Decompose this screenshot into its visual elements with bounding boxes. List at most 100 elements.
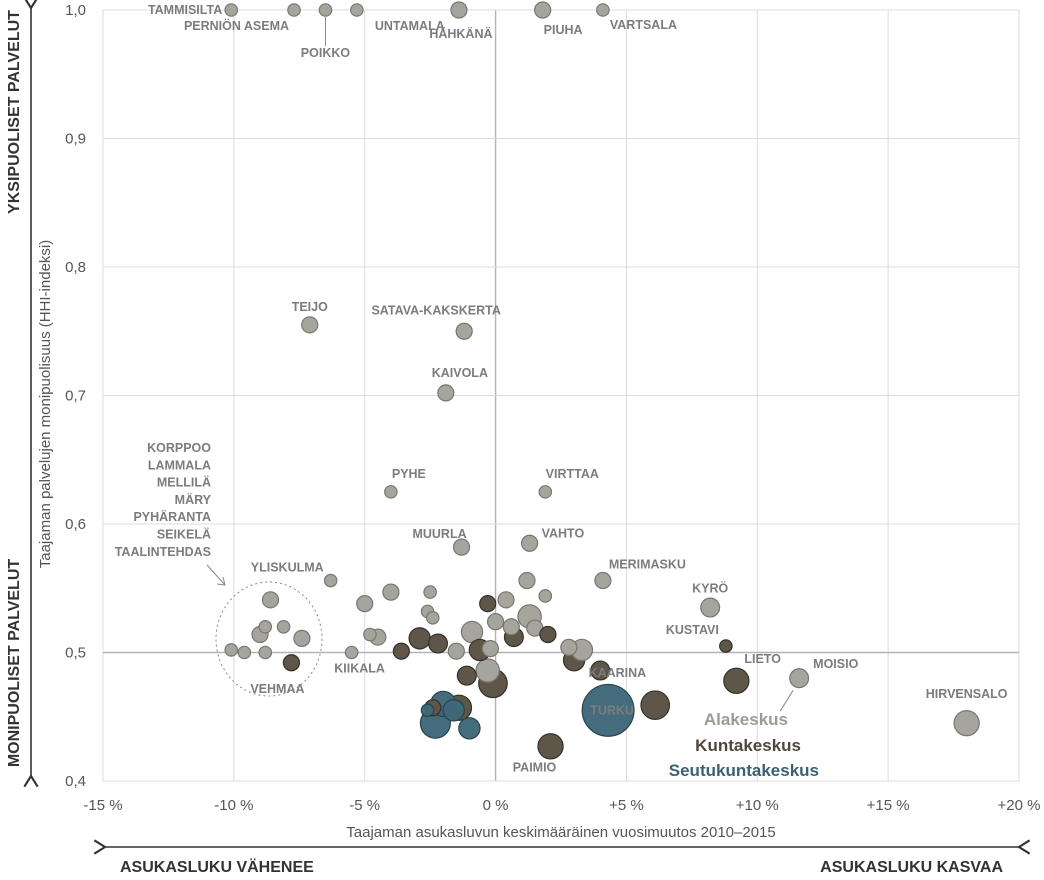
data-point bbox=[539, 625, 557, 644]
data-point bbox=[282, 654, 301, 672]
point-label: MUURLA bbox=[412, 527, 466, 541]
point-label: MERIMASKU bbox=[609, 558, 686, 572]
data-point bbox=[475, 658, 500, 683]
point-label: VIRTTAA bbox=[546, 467, 599, 481]
cluster-label: SEIKELÄ bbox=[157, 527, 211, 542]
data-point bbox=[442, 699, 465, 722]
y-tick-label: 0,8 bbox=[65, 259, 86, 276]
data-point bbox=[363, 627, 377, 642]
point-label: UNTAMALA bbox=[375, 19, 445, 33]
data-point bbox=[224, 643, 239, 657]
point-label: PERNIÖN ASEMA bbox=[184, 18, 289, 33]
cluster-leader bbox=[206, 564, 226, 586]
data-point bbox=[437, 384, 455, 402]
point-label: KAARINA bbox=[589, 666, 647, 680]
cluster-label: MELLILÄ bbox=[157, 475, 211, 490]
legend-seutukuntakeskus: Seutukuntakeskus bbox=[669, 761, 819, 780]
data-point bbox=[261, 591, 280, 609]
data-point bbox=[447, 642, 465, 660]
point-label: PAIMIO bbox=[513, 760, 557, 774]
data-point bbox=[640, 690, 671, 721]
data-point bbox=[700, 597, 721, 618]
data-point bbox=[534, 1, 552, 19]
cluster-label: KORPPOO bbox=[147, 441, 211, 455]
data-point bbox=[594, 571, 612, 590]
y-tick-label: 0,7 bbox=[65, 388, 86, 405]
x-tick-label: +5 % bbox=[609, 797, 644, 814]
data-point bbox=[427, 633, 449, 654]
cluster-ellipse bbox=[215, 581, 323, 697]
x-tick-label: +20 % bbox=[998, 797, 1041, 814]
cluster-label: TAALINTEHDAS bbox=[115, 545, 211, 559]
data-point bbox=[392, 642, 410, 660]
point-label: TAMMISILTA bbox=[148, 3, 222, 17]
y-tick-label: 1,0 bbox=[65, 2, 86, 19]
cluster-arrowhead bbox=[216, 576, 226, 586]
data-point bbox=[452, 538, 471, 556]
annotations: KORPPOO LAMMALA MELLILÄ MÄRY PYHÄRANTA SEIKEL… bbox=[23, 0, 1031, 855]
data-point bbox=[276, 619, 291, 634]
data-point bbox=[344, 645, 359, 660]
y-tick-label: 0,6 bbox=[65, 516, 86, 533]
data-point bbox=[420, 703, 435, 718]
data-point bbox=[486, 613, 505, 631]
x-tick-label: +10 % bbox=[736, 797, 779, 814]
legend-alakeskus: Alakeskus bbox=[704, 710, 788, 729]
data-point bbox=[423, 585, 437, 599]
x-tick-label: -10 % bbox=[214, 797, 253, 814]
point-label: HIRVENSALO bbox=[926, 687, 1008, 701]
data-point bbox=[356, 595, 374, 613]
y-tick-label: 0,9 bbox=[65, 131, 86, 148]
data-point bbox=[258, 619, 273, 634]
data-point bbox=[502, 618, 520, 636]
data-points bbox=[224, 1, 980, 760]
data-point bbox=[953, 709, 980, 737]
point-label: PYHE bbox=[392, 467, 426, 481]
y-tick-label: 0,4 bbox=[65, 773, 86, 790]
point-label: VARTSALA bbox=[610, 18, 677, 32]
side-label-top-left: YKSIPUOLISET PALVELUT bbox=[6, 10, 23, 214]
data-point bbox=[479, 595, 497, 613]
axis-ticks: -15 % -10 % -5 % 0 % +5 % +10 % +15 % +20 % 0,4 0… bbox=[65, 2, 1040, 814]
x-tick-label: +15 % bbox=[867, 797, 910, 814]
data-point bbox=[301, 316, 319, 334]
data-point bbox=[520, 534, 539, 552]
data-point bbox=[293, 629, 311, 647]
data-point bbox=[258, 645, 273, 660]
point-label: VAHTO bbox=[542, 526, 585, 540]
data-point bbox=[318, 3, 333, 17]
data-point bbox=[450, 1, 468, 19]
point-label: SATAVA-KAKSKERTA bbox=[371, 303, 500, 317]
grid bbox=[102, 9, 1020, 782]
data-point bbox=[560, 638, 578, 656]
data-point bbox=[789, 668, 810, 689]
y-axis-title: Taajaman palvelujen monipuolisuus (HHI-i… bbox=[37, 240, 54, 569]
x-tick-label: -15 % bbox=[83, 797, 122, 814]
data-point bbox=[723, 667, 750, 694]
y-tick-label: 0,5 bbox=[65, 645, 86, 662]
point-label: KYRÖ bbox=[692, 581, 728, 596]
point-label: KIIKALA bbox=[334, 662, 385, 676]
leader-line bbox=[779, 689, 794, 712]
data-point bbox=[590, 660, 611, 681]
point-label: POIKKO bbox=[301, 46, 351, 60]
data-point bbox=[719, 639, 733, 653]
point-label: TEIJO bbox=[292, 300, 328, 314]
data-point bbox=[458, 717, 481, 740]
data-point bbox=[581, 683, 635, 737]
cluster-label: PYHÄRANTA bbox=[133, 509, 211, 524]
point-label: KUSTAVI bbox=[666, 623, 719, 637]
data-point bbox=[596, 3, 610, 17]
data-point bbox=[481, 640, 499, 658]
data-point bbox=[323, 573, 338, 588]
point-label: LIETO bbox=[744, 652, 781, 666]
data-point bbox=[224, 3, 239, 17]
data-point bbox=[237, 645, 252, 660]
point-label: VEHMAA bbox=[250, 682, 304, 696]
point-label: YLISKULMA bbox=[251, 561, 324, 575]
data-point bbox=[518, 571, 536, 590]
data-point bbox=[382, 583, 400, 601]
